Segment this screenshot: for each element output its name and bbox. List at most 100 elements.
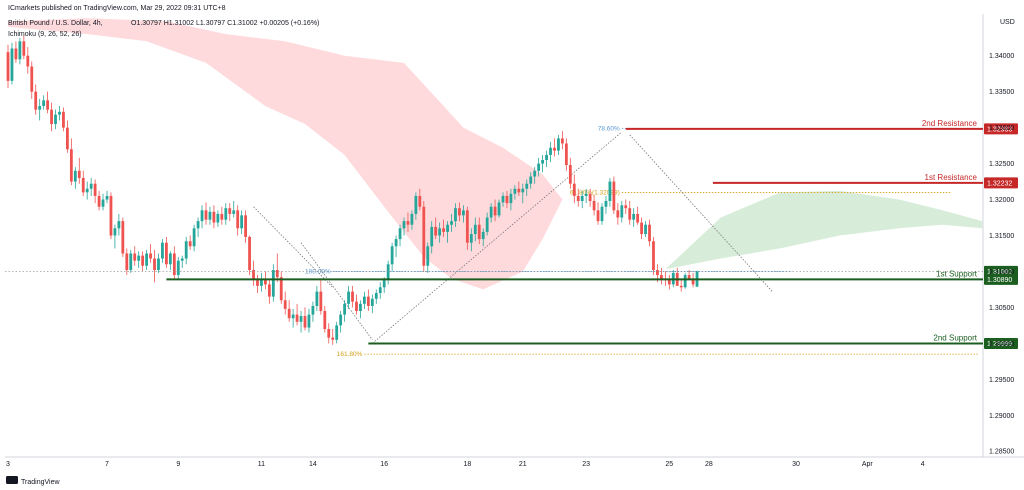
candle-body <box>584 193 588 196</box>
candle-body <box>667 280 671 285</box>
x-tick-label: 18 <box>463 461 471 468</box>
level-label: 1st Resistance <box>925 173 978 182</box>
candle-body <box>54 114 57 125</box>
candle-body <box>46 100 49 110</box>
candle-body <box>319 291 323 312</box>
candle-body <box>410 213 414 225</box>
fib-label: 78.60% <box>598 125 620 132</box>
candle-body <box>564 143 568 166</box>
fib-label: 61.80%(1.32099) <box>570 189 620 196</box>
candle-body <box>212 211 216 223</box>
x-tick-label: 16 <box>380 461 388 468</box>
trend-diagonal <box>300 242 373 341</box>
currency-label: USD <box>1000 19 1015 26</box>
candle-body <box>22 41 26 56</box>
candle-body <box>93 183 97 196</box>
candle-body <box>660 275 663 279</box>
candle-body <box>248 236 251 271</box>
level-label: 2nd Resistance <box>922 119 978 128</box>
trend-diagonal <box>253 206 334 288</box>
candle-body <box>501 195 505 203</box>
candle-body <box>414 195 418 214</box>
candle-body <box>113 228 117 236</box>
candle-body <box>62 111 65 128</box>
candle-body <box>640 222 643 235</box>
candle-body <box>81 177 85 193</box>
candle-body <box>145 253 148 266</box>
candle-body <box>529 176 533 184</box>
brand-text: TradingView <box>21 479 60 486</box>
time-axis[interactable]: 3 7 9 11 14 16 18 21 23 25 28 30 Apr 4 <box>6 461 925 468</box>
y-tick-label: 1.31500 <box>989 233 1014 240</box>
candle-body <box>541 159 544 164</box>
trend-diagonals <box>253 131 773 344</box>
y-tick-label: 1.29000 <box>989 413 1014 420</box>
candle-body <box>260 278 263 286</box>
candle-body <box>505 195 509 204</box>
candle-body <box>402 221 406 229</box>
candle-body <box>240 215 244 229</box>
candle-body <box>557 138 560 151</box>
candle-body <box>315 291 319 306</box>
candle-body <box>264 278 267 285</box>
candle-body <box>513 188 517 194</box>
candle-body <box>382 280 386 288</box>
candlestick-series[interactable] <box>6 35 699 345</box>
candle-body <box>232 210 236 214</box>
candle-body <box>652 241 655 271</box>
candle-body <box>256 280 259 286</box>
candle-body <box>580 195 584 201</box>
candle-body <box>161 242 164 259</box>
candle-body <box>295 314 299 322</box>
candle-body <box>50 109 53 125</box>
x-tick-label: 3 <box>6 461 10 468</box>
candle-body <box>311 305 315 315</box>
fib-label: 100.00% <box>305 268 331 275</box>
candle-body <box>6 52 10 81</box>
candle-body <box>125 253 129 271</box>
candle-body <box>180 258 184 261</box>
candle-body <box>339 314 343 326</box>
candle-body <box>105 195 109 200</box>
candle-body <box>355 301 358 312</box>
candle-body <box>493 206 497 216</box>
x-tick-label: 9 <box>176 461 180 468</box>
candle-body <box>157 258 160 271</box>
price-axis[interactable]: 1.34000 1.33500 1.33000 1.32500 1.32000 1.315… <box>989 53 1014 456</box>
candle-body <box>370 298 374 306</box>
candle-body <box>244 215 247 237</box>
candle-body <box>279 277 283 301</box>
y-tick-label: 1.32500 <box>989 161 1014 168</box>
sr-levels: 2nd Resistance 1.32983 1st Resistance 1.322… <box>5 119 1018 349</box>
candle-body <box>687 275 691 279</box>
x-tick-label: 14 <box>309 461 317 468</box>
candle-body <box>489 206 493 218</box>
candle-body <box>545 154 548 160</box>
level-price-text: 1.29999 <box>987 341 1012 348</box>
candle-body <box>454 208 457 222</box>
candle-body <box>196 221 200 229</box>
candle-body <box>648 224 651 242</box>
candle-body <box>236 210 240 229</box>
candle-body <box>612 181 616 211</box>
candle-body <box>77 170 81 178</box>
x-tick-label: 4 <box>921 461 925 468</box>
candle-body <box>390 246 394 265</box>
current-price-tag <box>984 265 1018 277</box>
candle-body <box>359 303 362 312</box>
candle-body <box>168 253 172 265</box>
candle-body <box>588 193 592 201</box>
level-price-text: 1.32232 <box>987 180 1012 187</box>
x-tick-label: Apr <box>862 461 874 468</box>
candle-body <box>517 188 521 193</box>
candle-body <box>101 199 105 207</box>
candle-body <box>141 255 145 266</box>
candle-body <box>343 303 346 315</box>
x-tick-label: 7 <box>105 461 109 468</box>
candle-body <box>323 311 327 329</box>
candle-body <box>462 210 465 216</box>
candle-body <box>422 206 426 266</box>
candle-body <box>608 181 612 201</box>
candle-body <box>192 228 196 247</box>
